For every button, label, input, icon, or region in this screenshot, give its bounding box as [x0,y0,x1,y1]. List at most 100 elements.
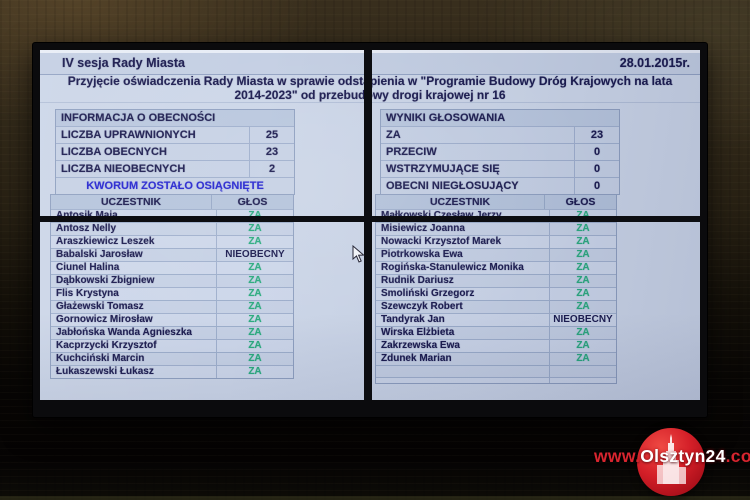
watermark-url: www.Olsztyn24.com [594,446,750,467]
results-rows: ZA 23 PRZECIW 0 WSTRZYMUJĄCE SIĘ 0 [381,126,619,194]
participant-row: Łukaszewski Łukasz ZA [51,365,293,378]
watermark-name: Olsztyn24 [640,446,726,466]
participant-name: Antosz Nelly [56,223,117,234]
participant-name: Wirska Elżbieta [381,327,455,338]
column-header-participant: UCZESTNIK [100,196,162,208]
participants-table-right: UCZESTNIK GŁOS Małkowski Czesław Jerzy Z… [375,194,617,384]
participant-name: Głażewski Tomasz [56,301,144,312]
session-title: IV sesja Rady Miasta [62,56,185,70]
empty-table-row [376,377,616,383]
participant-vote: NIEOBECNY [216,249,293,261]
participant-name: Smoliński Grzegorz [381,288,475,299]
participant-row: Nowacki Krzysztof Marek ZA [376,235,616,248]
attendance-row-value: 23 [249,144,294,160]
participant-name: Rogińska-Stanulewicz Monika [381,262,524,273]
participant-vote: ZA [549,301,616,313]
attendance-panel-header: INFORMACJA O OBECNOŚCI [56,110,294,126]
results-row-value: 0 [574,161,619,177]
participant-row: Misiewicz Joanna ZA [376,222,616,235]
participant-name: Piotrkowska Ewa [381,249,463,260]
participant-row: Jabłońska Wanda Agnieszka ZA [51,326,293,339]
session-date: 28.01.2015r. [619,56,690,70]
participant-row: Smoliński Grzegorz ZA [376,287,616,300]
attendance-rows: LICZBA UPRAWNIONYCH 25 LICZBA OBECNYCH 2… [56,126,294,177]
column-header-vote: GŁOS [211,195,293,209]
participant-name: Rudnik Dariusz [381,275,454,286]
participant-row: Gornowicz Mirosław ZA [51,313,293,326]
participant-name: Szewczyk Robert [381,301,463,312]
participant-name: Araszkiewicz Leszek [56,236,155,247]
participant-vote: ZA [216,340,293,352]
participant-name: Flis Krystyna [56,288,119,299]
participant-name: Kacprzycki Krzysztof [56,340,157,351]
participant-vote: ZA [549,223,616,235]
participant-name: Kuchciński Marcin [56,353,145,364]
attendance-row-value: 2 [249,161,294,177]
participant-vote: ZA [549,236,616,248]
participant-row: Piotrkowska Ewa ZA [376,248,616,261]
results-row-value: 0 [574,144,619,160]
column-header-participant: UCZESTNIK [429,196,491,208]
results-row-value: 0 [574,178,619,194]
attendance-panel: INFORMACJA O OBECNOŚCI LICZBA UPRAWNIONY… [55,109,295,195]
participant-row: Dąbkowski Zbigniew ZA [51,274,293,287]
participant-vote: ZA [549,340,616,352]
results-row: PRZECIW 0 [381,143,619,160]
participant-vote: ZA [216,327,293,339]
attendance-row-value: 25 [249,127,294,143]
participant-name: Zakrzewska Ewa [381,340,460,351]
results-panel-title: WYNIKI GŁOSOWANIA [386,112,506,124]
participant-row: Zdunek Marian ZA [376,352,616,365]
video-wall-frame: IV sesja Rady Miasta 28.01.2015r. Przyję… [33,43,707,417]
participant-vote: ZA [216,301,293,313]
participant-vote: ZA [216,223,293,235]
attendance-row-label: LICZBA UPRAWNIONYCH [61,129,196,141]
participants-rows-right: Małkowski Czesław Jerzy ZA Misiewicz Joa… [376,209,616,365]
watermark-suffix: .com [725,446,750,466]
participant-row: Ciunel Halina ZA [51,261,293,274]
results-row-label: ZA [386,129,401,141]
participant-vote: ZA [216,236,293,248]
attendance-row: LICZBA NIEOBECNYCH 2 [56,160,294,177]
participant-row: Babalski Jarosław NIEOBECNY [51,248,293,261]
participant-vote: ZA [216,366,293,378]
participant-row: Flis Krystyna ZA [51,287,293,300]
voting-screen: IV sesja Rady Miasta 28.01.2015r. Przyję… [40,50,700,400]
mouse-cursor-icon [352,245,365,263]
monitor-bezel-horizontal [40,216,700,222]
participant-name: Antosik Maja [51,210,216,222]
attendance-row-label: LICZBA NIEOBECNYCH [61,163,186,175]
results-row-label: OBECNI NIEGŁOSUJĄCY [386,180,519,192]
participant-vote: ZA [549,262,616,274]
attendance-row-label: LICZBA OBECNYCH [61,146,167,158]
results-panel: WYNIKI GŁOSOWANIA ZA 23 PRZECIW 0 WST [380,109,620,195]
olsztyn24-logo-circle [637,428,705,496]
participant-row: Szewczyk Robert ZA [376,300,616,313]
participant-name: Nowacki Krzysztof Marek [381,236,502,247]
wall-bottom-edge [0,496,750,500]
participant-name: Zdunek Marian [381,353,452,364]
empty-table-row [376,365,616,377]
participant-vote: ZA [216,353,293,365]
monitor-bezel-vertical [364,50,372,400]
participant-vote: ZA [549,353,616,365]
attendance-panel-title: INFORMACJA O OBECNOŚCI [61,112,216,124]
results-row: OBECNI NIEGŁOSUJĄCY 0 [381,177,619,194]
results-row: WSTRZYMUJĄCE SIĘ 0 [381,160,619,177]
participant-vote: ZA [549,327,616,339]
participant-name: Jabłońska Wanda Agnieszka [56,327,192,338]
participant-name: Dąbkowski Zbigniew [56,275,155,286]
participant-name: Gornowicz Mirosław [56,314,153,325]
attendance-row: LICZBA UPRAWNIONYCH 25 [56,126,294,143]
participant-vote: ZA [549,249,616,261]
participant-name: Tandyrak Jan [381,314,445,325]
participant-name: Małkowski Czesław Jerzy [376,210,549,222]
results-row-label: WSTRZYMUJĄCE SIĘ [386,163,500,175]
participant-vote: ZA [216,262,293,274]
participant-vote: ZA [216,275,293,287]
column-header-vote: GŁOS [544,195,616,209]
quorum-status: KWORUM ZOSTAŁO OSIĄGNIĘTE [56,177,294,194]
participant-row: Tandyrak Jan NIEOBECNY [376,313,616,326]
participant-name: Misiewicz Joanna [381,223,465,234]
participant-row: Rudnik Dariusz ZA [376,274,616,287]
